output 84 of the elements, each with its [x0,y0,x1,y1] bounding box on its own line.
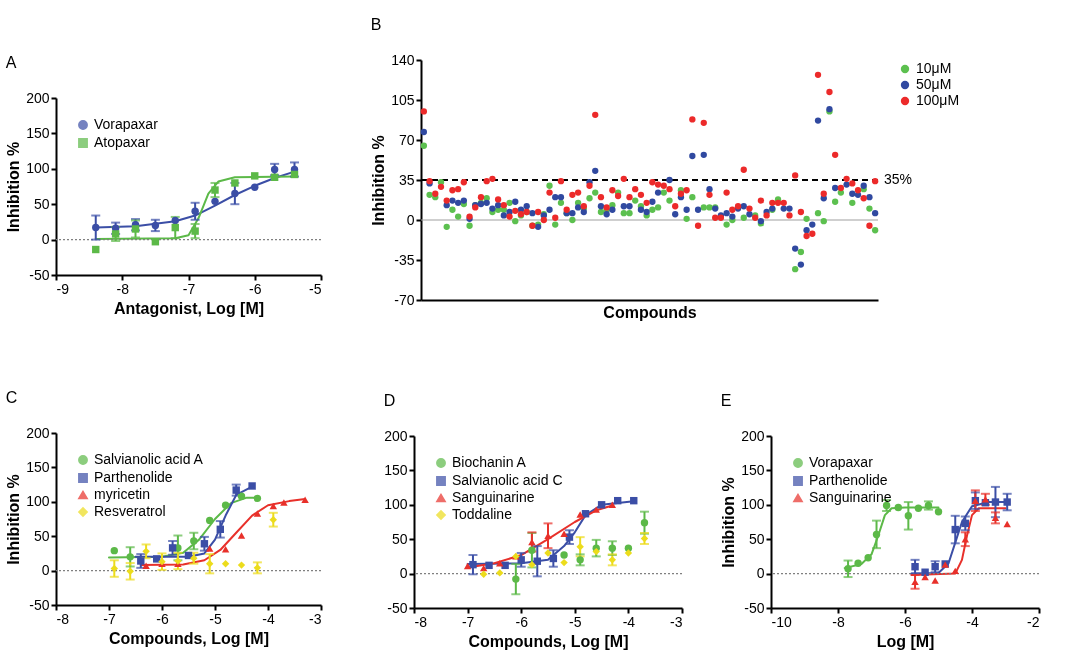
legend-label: Biochanin A [452,454,527,470]
y-tick-label: -50 [744,599,765,616]
y-tick-label: 50 [33,195,50,212]
text: A [5,54,17,71]
x-tick-label: -5 [309,280,322,297]
y-tick-label: 100 [741,496,765,513]
x-tick-label: -4 [622,613,636,630]
y-axis-title: Inhibition % [370,135,388,226]
x-axis-title: Compounds, Log [M] [109,629,269,647]
y-tick-label: 0 [41,231,50,248]
x-tick-label: -6 [156,610,169,627]
x-tick-label: -6 [899,613,912,630]
x-axis-title: Compounds, Log [M] [468,632,629,650]
legend-label: Atopaxar [94,134,151,150]
x-tick-label: -7 [461,613,475,630]
text: C [5,389,18,406]
y-tick-label: 105 [391,91,415,108]
x-tick-label: -3 [670,613,683,630]
x-axis-title: Antagonist, Log [M] [113,299,265,317]
x-tick-label: -5 [569,613,582,630]
y-tick-label: 100 [26,493,50,510]
y-tick-label: 150 [384,461,408,478]
y-tick-label: 70 [398,131,415,148]
legend-label: Salvianolic acid C [452,472,563,488]
x-tick-label: -8 [832,613,845,630]
y-tick-label: 150 [741,461,765,478]
y-tick-label: 150 [26,124,50,141]
y-tick-label: 140 [391,51,415,68]
x-axis-title: Log [M] [876,632,935,650]
legend-label: Parthenolide [94,469,173,485]
y-tick-label: 200 [26,424,50,441]
legend-label: 100μM [916,92,960,108]
legend-label: myricetin [94,486,151,502]
x-tick-label: -9 [56,280,70,297]
x-tick-label: -4 [262,610,275,627]
legend-label: Toddaline [452,506,513,522]
text: B [370,16,382,33]
legend-label: Sanguinarine [452,489,535,505]
y-tick-label: 200 [26,89,50,106]
ref-line-label: 35% [884,171,913,187]
x-tick-label: -2 [1027,613,1040,630]
y-tick-label: 150 [26,458,50,475]
legend-label: Sanguinarine [809,489,892,505]
legend-label: 10μM [916,60,952,76]
y-tick-label: 100 [384,496,408,513]
x-tick-label: -6 [249,280,262,297]
text: D [383,392,396,409]
y-tick-label: 200 [741,427,765,444]
y-tick-label: 0 [41,562,50,579]
y-axis-title: Inhibition % [720,477,738,568]
x-tick-label: -5 [209,610,222,627]
legend-label: Parthenolide [809,472,888,488]
text: E [720,392,732,409]
legend-label: Salvianolic acid A [94,451,204,467]
y-tick-label: -35 [394,251,415,268]
y-tick-label: 50 [391,530,408,547]
x-tick-label: -4 [966,613,979,630]
x-tick-label: -7 [182,280,196,297]
x-tick-label: -10 [771,613,792,630]
x-axis-title: Compounds [603,303,697,321]
y-axis-title: Inhibition % [5,141,23,233]
y-tick-label: -50 [29,266,50,283]
y-tick-label: -50 [387,599,408,616]
legend-label: Vorapaxar [809,454,874,470]
y-tick-label: -70 [394,291,415,308]
x-tick-label: -8 [116,280,130,297]
x-tick-label: -8 [414,613,428,630]
y-tick-label: 200 [384,427,408,444]
x-tick-label: -8 [56,610,70,627]
y-axis-title: Inhibition % [5,474,23,565]
y-tick-label: -50 [29,596,50,613]
y-tick-label: 50 [33,527,50,544]
y-tick-label: 35 [398,171,415,188]
x-tick-label: -7 [103,610,116,627]
y-tick-label: 0 [399,565,408,582]
y-tick-label: 0 [756,565,765,582]
x-tick-label: -6 [515,613,529,630]
legend-label: Vorapaxar [94,116,159,132]
legend-label: 50μM [916,76,952,92]
y-tick-label: 50 [748,530,765,547]
y-tick-label: 0 [406,211,415,228]
legend-label: Resveratrol [94,503,166,519]
y-tick-label: 100 [26,160,50,177]
x-tick-label: -3 [309,610,322,627]
